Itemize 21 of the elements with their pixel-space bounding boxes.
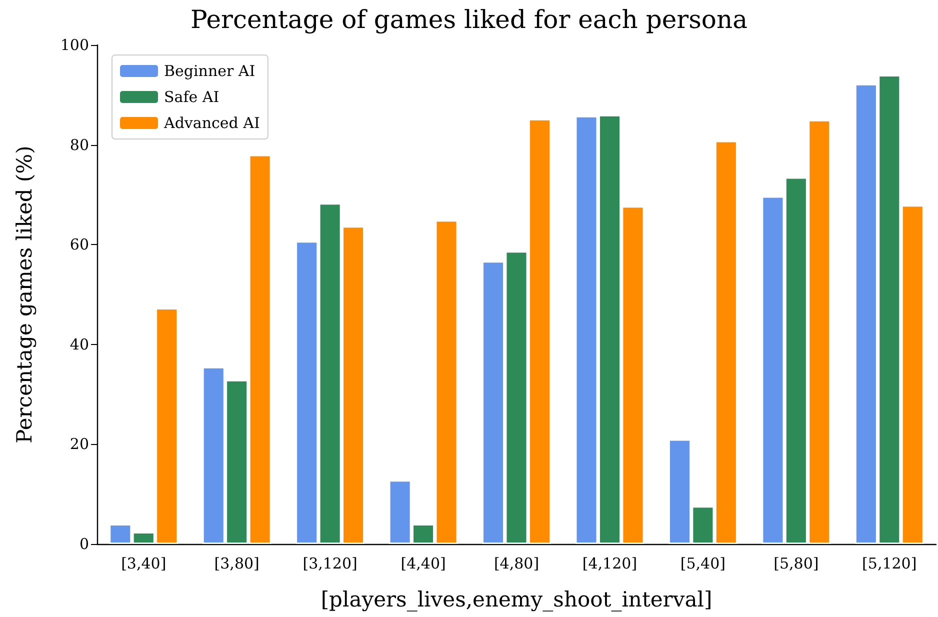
y-tick-label: 40: [70, 335, 89, 354]
y-tick-label: 60: [70, 236, 89, 254]
y-tick-label: 20: [70, 435, 89, 454]
legend-label: Advanced AI: [163, 114, 260, 132]
y-tick-label: 100: [60, 36, 89, 54]
legend-label: Beginner AI: [164, 62, 256, 80]
x-tick-label: [5,40]: [680, 554, 726, 572]
x-tick-label: [4,40]: [400, 554, 446, 572]
x-tick-label: [4,120]: [582, 554, 638, 572]
x-tick-label: [4,80]: [494, 554, 540, 572]
x-tick-label: [3,80]: [214, 554, 260, 572]
x-tick-label: [5,80]: [774, 554, 819, 572]
chart-title: Percentage of games liked for each persona: [190, 5, 748, 34]
y-tick-label: 80: [70, 136, 89, 154]
y-axis-title: Percentage games liked (%): [12, 146, 36, 444]
legend-label: Safe AI: [164, 88, 220, 106]
x-axis-title: [players_lives,enemy_shoot_interval]: [320, 588, 712, 612]
x-tick-label: [3,120]: [302, 554, 358, 572]
y-tick-label: 0: [79, 535, 89, 553]
x-tick-label: [5,120]: [862, 554, 917, 572]
x-tick-label: [3,40]: [121, 554, 166, 572]
